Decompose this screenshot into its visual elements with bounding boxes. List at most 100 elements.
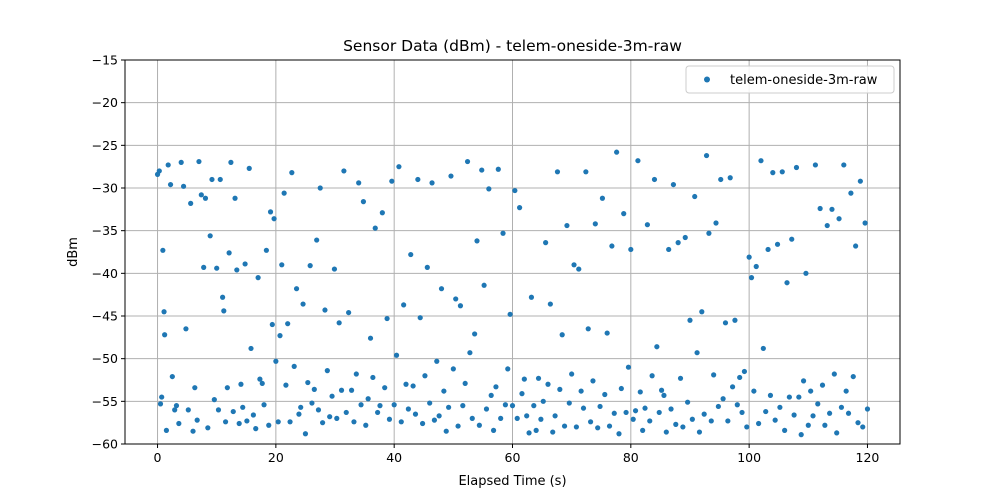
data-point xyxy=(336,320,342,326)
data-point xyxy=(207,233,213,239)
data-point xyxy=(756,420,762,427)
data-point xyxy=(291,363,297,369)
data-point xyxy=(557,386,563,392)
data-point xyxy=(554,169,561,175)
data-point xyxy=(275,419,281,425)
data-point xyxy=(417,315,423,321)
data-point xyxy=(701,411,707,417)
data-point xyxy=(157,401,164,407)
data-point xyxy=(346,309,352,316)
data-point xyxy=(606,423,613,429)
data-point xyxy=(348,387,355,393)
data-point xyxy=(391,402,397,408)
data-point xyxy=(450,366,456,372)
data-point xyxy=(281,190,287,196)
data-point xyxy=(302,431,309,437)
data-point xyxy=(307,263,313,269)
data-point xyxy=(722,320,729,326)
data-point xyxy=(580,405,587,411)
data-point xyxy=(255,275,261,281)
data-point xyxy=(651,176,658,183)
data-point xyxy=(642,405,648,411)
data-point xyxy=(322,307,328,313)
data-point xyxy=(178,159,184,165)
data-point xyxy=(198,192,204,198)
data-point xyxy=(331,266,338,272)
data-point xyxy=(670,181,677,188)
data-point xyxy=(729,384,736,390)
data-point xyxy=(829,206,835,212)
data-point xyxy=(389,178,395,184)
y-tick-label: −15 xyxy=(92,53,118,68)
data-point xyxy=(590,378,596,384)
data-point xyxy=(483,406,490,412)
data-point xyxy=(360,199,367,205)
data-point xyxy=(194,417,200,423)
data-point xyxy=(630,416,636,422)
data-point xyxy=(774,241,781,247)
data-point xyxy=(734,402,740,408)
data-point xyxy=(372,225,378,231)
data-point xyxy=(382,385,388,391)
data-point xyxy=(257,376,263,382)
data-point xyxy=(587,419,594,425)
data-point xyxy=(531,403,537,409)
x-tick-label: 40 xyxy=(386,450,402,465)
data-point xyxy=(758,158,764,164)
data-point xyxy=(269,321,275,328)
data-point xyxy=(836,216,842,222)
data-point xyxy=(267,209,274,215)
data-point xyxy=(285,321,291,327)
data-point xyxy=(663,429,669,435)
y-tick-label: −20 xyxy=(92,95,118,110)
data-point xyxy=(692,193,698,200)
data-point xyxy=(367,335,374,341)
data-point xyxy=(751,388,757,394)
data-point xyxy=(464,158,471,165)
data-point xyxy=(578,388,584,394)
data-point xyxy=(238,381,244,387)
data-point xyxy=(543,240,549,246)
data-point xyxy=(727,175,733,181)
x-axis-label: Elapsed Time (s) xyxy=(458,474,566,489)
data-point xyxy=(602,391,608,398)
data-point xyxy=(614,149,620,155)
data-point xyxy=(521,376,527,382)
data-point xyxy=(509,403,516,409)
data-point xyxy=(831,371,837,377)
data-point xyxy=(843,388,849,394)
data-point xyxy=(188,200,194,206)
data-point xyxy=(309,400,315,406)
data-point xyxy=(472,331,478,337)
data-point xyxy=(192,385,198,391)
data-point xyxy=(453,296,459,302)
data-point xyxy=(817,205,823,212)
data-point xyxy=(289,170,295,176)
y-tick-label: −60 xyxy=(92,437,118,452)
data-point xyxy=(618,385,624,392)
data-point xyxy=(165,162,171,168)
data-point xyxy=(460,403,466,409)
data-point xyxy=(224,385,230,391)
data-point xyxy=(857,178,863,184)
data-point xyxy=(341,168,347,174)
data-point xyxy=(259,380,265,387)
data-point xyxy=(298,404,304,410)
data-point xyxy=(682,234,688,241)
data-point xyxy=(864,406,871,412)
data-point xyxy=(172,407,178,413)
data-point xyxy=(490,427,497,433)
data-point xyxy=(226,250,232,256)
data-point xyxy=(713,220,719,226)
data-point xyxy=(495,166,501,172)
x-axis: 0 20 40 60 80 100 120 xyxy=(154,444,879,465)
data-point xyxy=(305,379,311,386)
data-point xyxy=(524,413,530,419)
data-point xyxy=(201,264,207,270)
data-point xyxy=(185,407,191,413)
data-point xyxy=(711,372,717,378)
data-point xyxy=(699,309,705,315)
data-point xyxy=(609,243,615,249)
data-point xyxy=(217,176,223,183)
